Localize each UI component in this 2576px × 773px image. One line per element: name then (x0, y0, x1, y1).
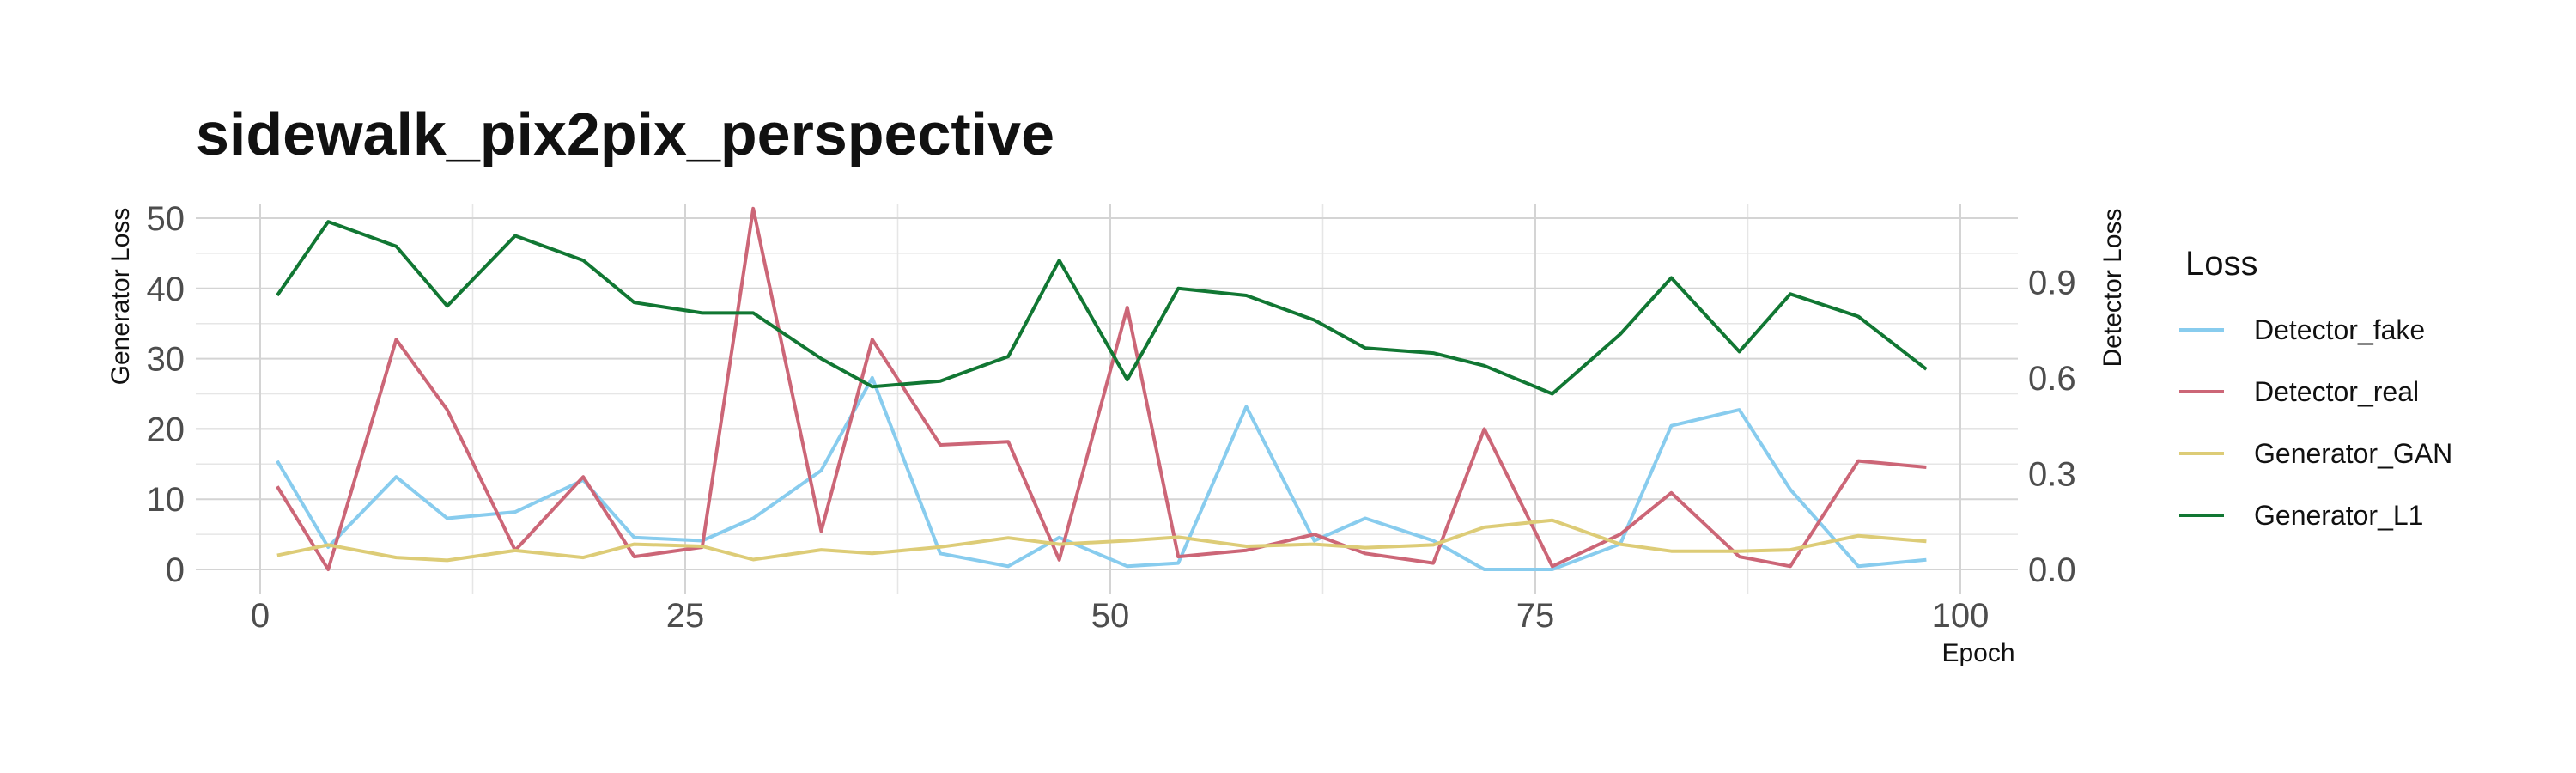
y-left-tick-label: 30 (147, 341, 185, 379)
series-line-generator-gan (276, 518, 1927, 563)
series-line-detector-fake (276, 375, 1927, 571)
y-left-axis-title: Generator Loss (106, 208, 135, 386)
x-tick-labels: 0 25 50 75 100 (251, 597, 1990, 635)
y-left-tick-labels: 0 10 20 30 40 50 (147, 200, 185, 589)
legend: Loss Detector_fake Detector_real Generator… (2179, 245, 2452, 531)
x-tick-label: 25 (666, 597, 705, 635)
legend-label-detector-real: Detector_real (2254, 376, 2419, 407)
y-right-tick-label: 0.9 (2028, 264, 2076, 301)
legend-label-generator-gan: Generator_GAN (2254, 438, 2452, 469)
legend-label-detector-fake: Detector_fake (2254, 314, 2425, 345)
series-layer (276, 206, 1928, 571)
y-left-tick-label: 0 (166, 551, 185, 589)
y-right-tick-label: 0.0 (2028, 551, 2076, 589)
x-tick-label: 75 (1516, 597, 1555, 635)
legend-title: Loss (2185, 245, 2258, 283)
grid (196, 204, 2018, 594)
x-tick-label: 50 (1091, 597, 1130, 635)
y-left-tick-label: 40 (147, 271, 185, 308)
y-right-tick-label: 0.6 (2028, 360, 2076, 398)
y-left-tick-label: 20 (147, 411, 185, 448)
y-left-tick-label: 10 (147, 481, 185, 519)
x-tick-label: 0 (251, 597, 270, 635)
y-left-tick-label: 50 (147, 200, 185, 238)
y-right-axis-title: Detector Loss (2099, 208, 2127, 367)
chart-title: sidewalk_pix2pix_perspective (196, 100, 1054, 167)
y-right-tick-label: 0.3 (2028, 455, 2076, 493)
series-line-detector-real (276, 206, 1927, 571)
x-axis-title: Epoch (1941, 639, 2014, 667)
series-line-generator-l1 (276, 220, 1928, 396)
x-tick-label: 100 (1932, 597, 1990, 635)
legend-label-generator-l1: Generator_L1 (2254, 500, 2423, 531)
y-right-tick-labels: 0.0 0.3 0.6 0.9 (2028, 264, 2076, 589)
